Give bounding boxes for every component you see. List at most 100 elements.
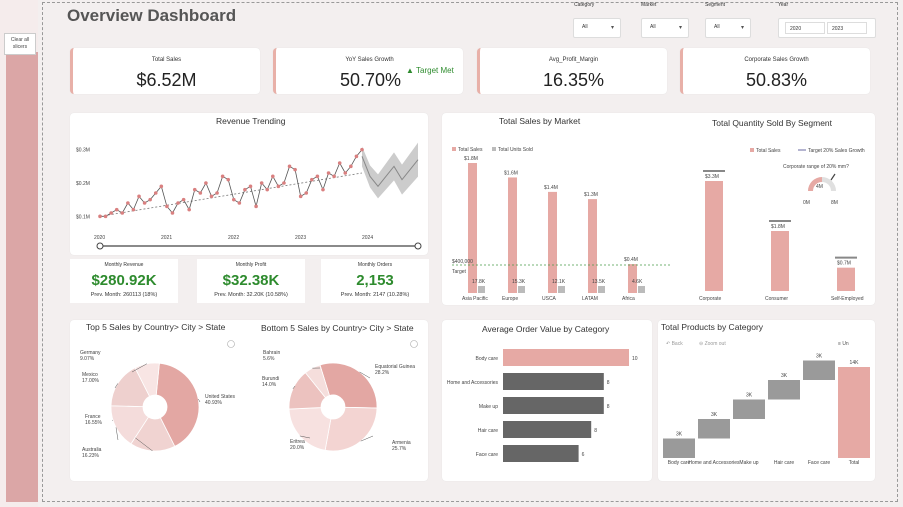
x-tick-label: Body care	[668, 460, 691, 466]
legend-swatch	[452, 147, 456, 151]
date-slider-handle-end[interactable]	[414, 242, 422, 250]
zoom-out-button[interactable]: ⊖ Zoom out	[699, 341, 726, 347]
revenue-point	[332, 174, 336, 179]
waterfall-bar	[768, 380, 800, 400]
donut-label: United States	[205, 394, 236, 400]
aov-bar	[503, 397, 604, 414]
y-tick-label: Home and Accessories	[447, 380, 499, 386]
unit-toggle[interactable]: ≡ Un	[838, 341, 849, 347]
donut-label: Germany	[80, 350, 101, 356]
market-dropdown[interactable]: All ▾	[641, 18, 689, 38]
market-segment-charts: Total Sales Total Units Sold $1.8M 17.8K Asi…	[452, 147, 865, 302]
revenue-point	[153, 191, 158, 195]
donut-label: Burundi	[262, 376, 279, 382]
x-tick-label: 2023	[295, 235, 306, 241]
x-tick-label: Total	[849, 460, 860, 466]
revenue-point	[192, 187, 197, 192]
bar-data-label: 15.3K	[512, 279, 526, 285]
filter-category-label: Category	[574, 2, 595, 8]
bar-data-label: 3K	[676, 432, 683, 438]
monthly-revenue-card: Monthly Revenue $280.92K Prev. Month: 26…	[70, 259, 178, 303]
revenue-point	[337, 161, 342, 165]
date-slider-handle-start[interactable]	[96, 242, 104, 250]
revenue-point	[187, 207, 191, 212]
revenue-point	[271, 174, 275, 179]
donut-slice	[324, 406, 378, 452]
bar-data-label: $3.3M	[705, 174, 719, 180]
donut-leader-line	[359, 371, 371, 379]
revenue-point	[131, 207, 136, 212]
bar-data-label: 3K	[816, 354, 823, 360]
chevron-down-icon: ▾	[740, 25, 744, 31]
revenue-point	[265, 187, 270, 192]
revenue-point	[360, 147, 364, 152]
gauge-title: Corporate range of 20% mm?	[783, 164, 849, 170]
donut-percent: 17.00%	[82, 378, 100, 384]
back-button[interactable]: ↶ Back	[666, 341, 683, 347]
y-tick-label: Body care	[475, 356, 498, 362]
kpi-value: 16.35%	[542, 70, 605, 90]
revenue-point	[282, 181, 286, 185]
market-sales-bar	[468, 163, 477, 293]
mini-prev: Prev. Month: 260113 (18%)	[90, 292, 158, 298]
segment-dropdown-value: All	[714, 24, 720, 30]
y-tick-label: Make up	[479, 404, 498, 410]
unit-toggle-label: Un	[842, 341, 849, 347]
gauge-value-label: 4M	[816, 184, 823, 190]
revenue-point	[237, 201, 242, 205]
y-tick-label: Hair care	[478, 428, 499, 434]
monthly-profit-card: Monthly Profit $32.38K Prev. Month: 32.2…	[197, 259, 305, 303]
back-label: Back	[671, 341, 683, 347]
bar-data-label: 3K	[711, 412, 718, 418]
market-units-bar	[518, 286, 525, 293]
trend-line	[99, 172, 363, 217]
revenue-point	[198, 191, 203, 195]
x-tick-label: Consumer	[765, 296, 788, 302]
revenue-point	[126, 201, 130, 205]
chevron-down-icon: ▾	[678, 25, 682, 31]
filter-year-label: Year	[778, 2, 789, 8]
clear-slicers-button[interactable]: Clear all slicers	[4, 33, 36, 55]
sidebar-rail	[6, 52, 38, 502]
x-tick-label: Asia Pacific	[462, 296, 488, 302]
revenue-point	[220, 174, 225, 179]
category-dropdown[interactable]: All ▾	[573, 18, 621, 38]
chevron-down-icon: ▾	[610, 25, 614, 31]
list-icon: ≡	[838, 341, 841, 347]
revenue-point	[326, 171, 331, 175]
kpi-total-sales: Total Sales $6.52M	[70, 48, 260, 94]
segment-dropdown[interactable]: All ▾	[705, 18, 751, 38]
revenue-trending-panel: Revenue Trending $0.1M $0.2M $0.3M 2020 2021…	[70, 113, 428, 255]
revenue-point	[248, 184, 253, 189]
year-to-input[interactable]: 2023	[827, 22, 867, 34]
market-sales-bar	[588, 199, 597, 293]
mini-value: $280.92K	[91, 272, 157, 289]
bar-data-label: 8	[607, 404, 610, 410]
x-tick-label: USCA	[542, 296, 557, 302]
bar-data-label: 4.6K	[632, 279, 643, 285]
help-icon	[227, 340, 235, 348]
donut-leader-line	[131, 363, 148, 373]
zoom-label: Zoom out	[704, 341, 726, 347]
donut-label: Armenia	[392, 440, 411, 446]
aov-bar	[503, 373, 604, 390]
bar-data-label: 14K	[850, 360, 860, 366]
year-from-input[interactable]: 2020	[785, 22, 825, 34]
bar-data-label: 10	[632, 356, 638, 362]
gauge-max-label: 8M	[831, 200, 838, 206]
market-units-bar	[558, 286, 565, 293]
market-units-bar	[478, 286, 485, 293]
monthly-orders-card: Monthly Orders 2,153 Prev. Month: 2147 (…	[321, 259, 429, 303]
panel-title: Total Quantity Sold By Segment	[712, 118, 833, 128]
panel-title: Revenue Trending	[216, 116, 286, 126]
donut-slice	[288, 407, 332, 451]
donut-percent: 16.55%	[85, 420, 103, 426]
filter-market: Market All ▾	[641, 2, 689, 38]
revenue-point	[204, 181, 208, 185]
donut-slice	[319, 362, 378, 409]
y-tick-label: $0.2M	[76, 181, 90, 187]
donut-label: Mexico	[82, 372, 98, 378]
revenue-point	[298, 194, 303, 199]
zoom-out-icon: ⊖	[699, 341, 704, 347]
